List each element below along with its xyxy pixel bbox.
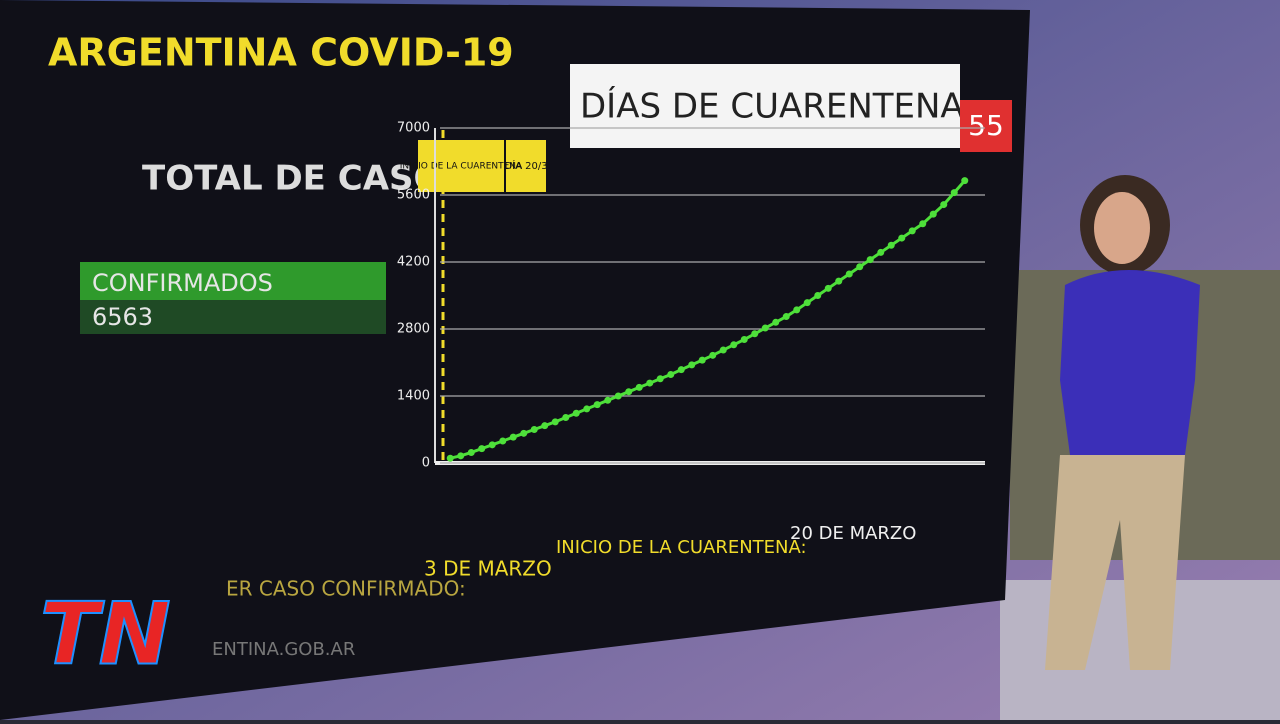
annotation: DÍA 20/3: [504, 159, 547, 172]
data-point: [751, 330, 759, 338]
data-point: [761, 324, 769, 332]
data-point: [635, 383, 643, 391]
subtitle: DÍAS DE CUARENTENA: [580, 86, 964, 127]
data-point: [530, 426, 538, 433]
data-point: [646, 379, 654, 387]
data-point: [520, 429, 528, 437]
data-point: [677, 366, 685, 374]
data-point: [583, 405, 591, 413]
data-point: [919, 220, 927, 228]
chart: 0 1400 2800 4200 5600 7000: [397, 121, 985, 471]
data-point: [730, 341, 738, 349]
data-point: [457, 452, 465, 460]
data-point: [509, 433, 517, 441]
y-tick-label: 1400: [397, 389, 430, 404]
data-point: [961, 177, 969, 185]
data-point: [551, 418, 559, 426]
confirmed-label: CONFIRMADOS: [92, 269, 273, 297]
subtitle-box: [570, 64, 960, 148]
confirmed-label-box: [80, 262, 386, 300]
data-point: [719, 346, 727, 354]
confirmed-value-box: [80, 300, 386, 334]
data-point: [908, 227, 916, 235]
data-point: [593, 401, 601, 409]
data-point: [793, 306, 801, 314]
data-point: [856, 263, 864, 271]
data-point: [803, 299, 811, 307]
data-point: [625, 388, 633, 396]
data-point: [845, 270, 853, 278]
data-point: [688, 361, 696, 369]
source: ENTINA.GOB.AR: [212, 639, 355, 660]
days-box: [960, 100, 1012, 152]
data-point: [877, 248, 885, 256]
first-case-label: ER CASO CONFIRMADO:: [226, 577, 466, 601]
y-tick-label: 7000: [397, 121, 430, 136]
data-point: [698, 356, 706, 364]
quarantine-label: INICIO DE LA CUARENTENA:: [556, 537, 807, 558]
data-point: [478, 445, 486, 453]
data-point: [499, 437, 507, 445]
video-wall: [0, 0, 1030, 720]
y-tick-label: 0: [422, 456, 430, 471]
data-point: [604, 396, 612, 404]
data-point: [950, 189, 958, 197]
days-count: 55: [968, 109, 1004, 142]
title: ARGENTINA COVID-19: [48, 31, 514, 75]
data-point: [562, 414, 570, 422]
data-point: [824, 284, 832, 292]
data-point: [835, 277, 843, 285]
data-point: [709, 351, 717, 359]
data-point: [656, 375, 664, 383]
channel-logo: TN: [40, 584, 171, 684]
data-point: [572, 409, 580, 417]
annotation-box: [418, 140, 504, 192]
data-point: [929, 210, 937, 218]
annotation: INICIO DE LA CUARENTENA: [400, 162, 523, 172]
data-point: [614, 392, 622, 400]
presenter: [1045, 175, 1200, 670]
data-point: [887, 241, 895, 249]
data-point: [667, 370, 675, 378]
data-point: [488, 441, 496, 449]
data-point: [782, 313, 790, 321]
data-point: [772, 318, 780, 326]
data-point: [446, 454, 454, 462]
first-case-date: 3 DE MARZO: [424, 557, 552, 581]
data-point: [467, 448, 475, 456]
y-tick-label: 4200: [397, 255, 430, 270]
data-point: [898, 234, 906, 242]
data-point: [541, 422, 549, 430]
quarantine-date: 20 DE MARZO: [790, 523, 916, 544]
confirmed-value: 6563: [92, 303, 153, 331]
annotation-box: [506, 140, 546, 192]
y-tick-label: 5600: [397, 188, 430, 203]
data-point: [940, 201, 948, 209]
data-point: [866, 256, 874, 264]
data-point: [740, 336, 748, 344]
data-point: [814, 292, 822, 299]
y-tick-label: 2800: [397, 322, 430, 337]
